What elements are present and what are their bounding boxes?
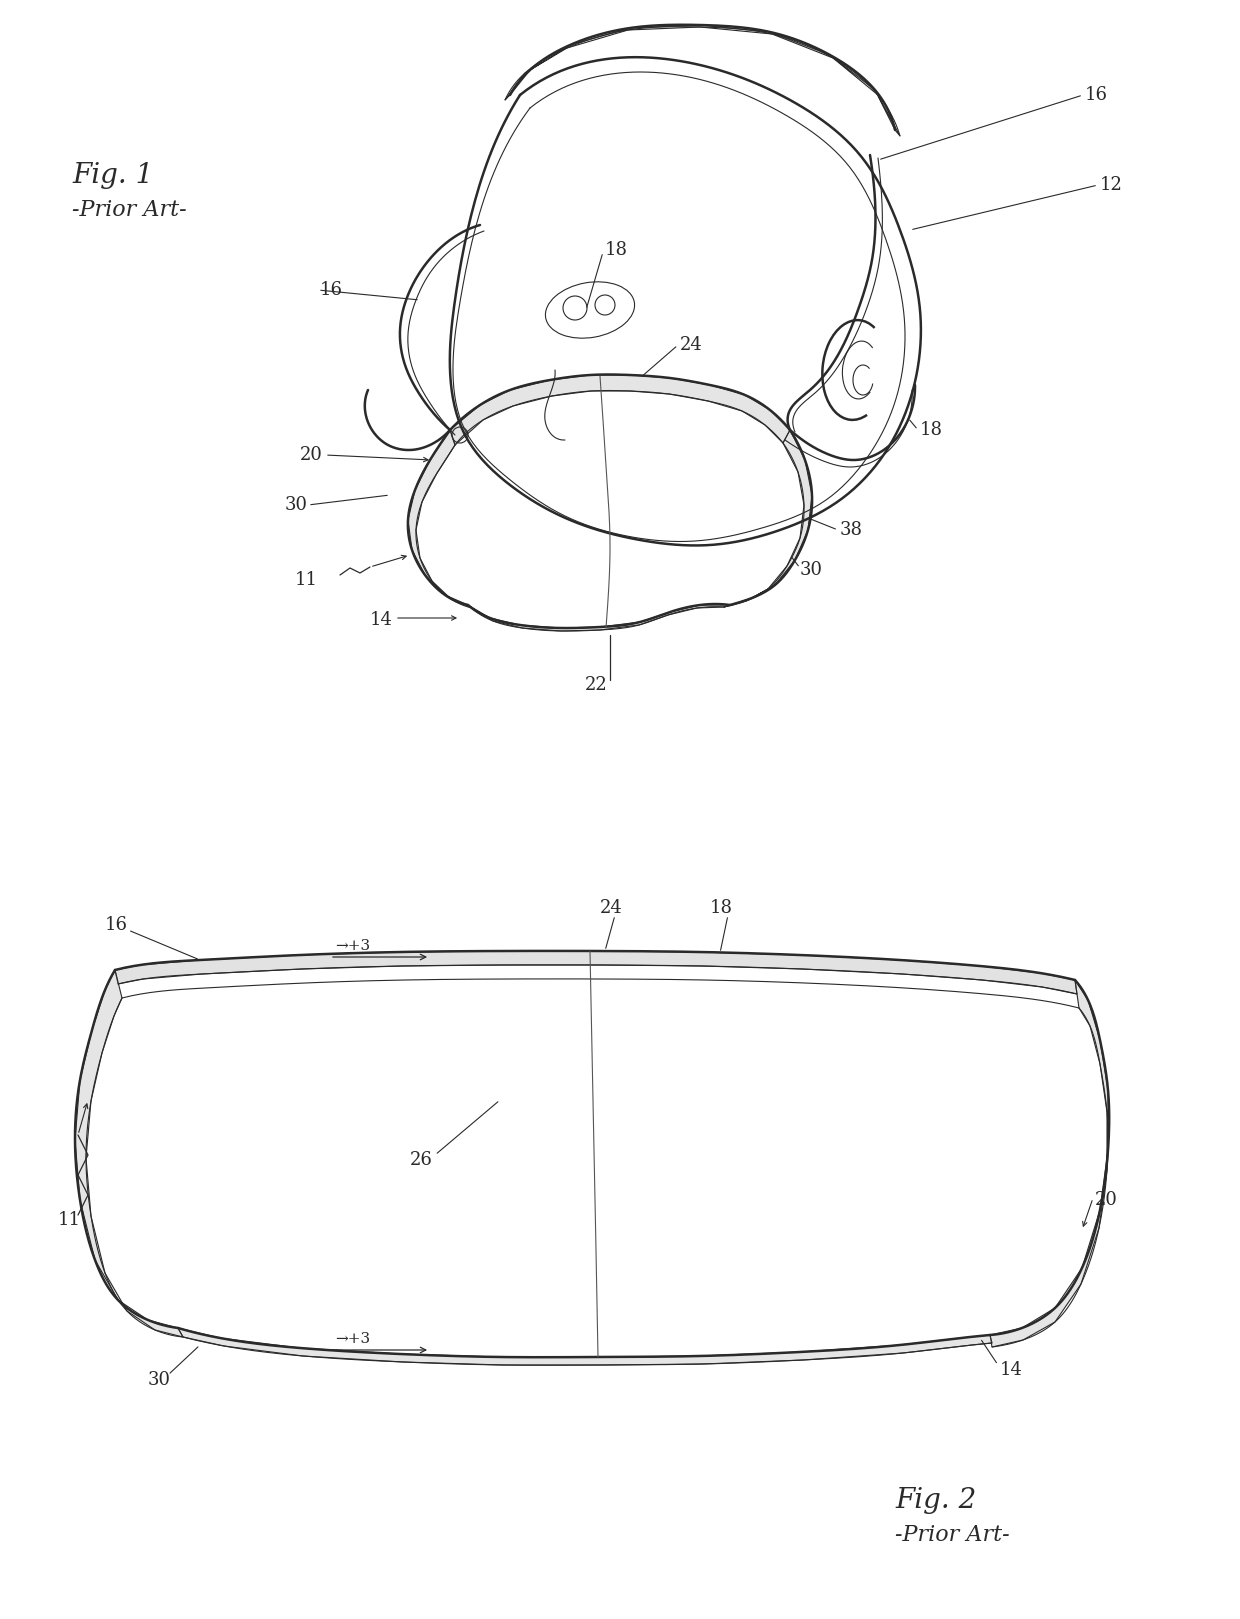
Text: -Prior Art-: -Prior Art-	[72, 199, 187, 222]
Text: 18: 18	[605, 241, 627, 259]
Text: 38: 38	[839, 521, 863, 539]
Text: 12: 12	[1100, 176, 1123, 194]
Text: -Prior Art-: -Prior Art-	[895, 1523, 1009, 1546]
Text: 11: 11	[295, 572, 317, 589]
Text: →+3: →+3	[335, 1332, 370, 1345]
Polygon shape	[505, 24, 900, 136]
Text: 26: 26	[410, 1151, 433, 1169]
Text: 16: 16	[105, 916, 128, 934]
Polygon shape	[74, 970, 184, 1337]
Text: 18: 18	[711, 899, 733, 916]
Text: Fig. 2: Fig. 2	[895, 1486, 976, 1514]
Text: 22: 22	[585, 677, 608, 695]
Text: 30: 30	[285, 495, 308, 513]
Polygon shape	[467, 606, 730, 631]
Text: 24: 24	[680, 337, 703, 355]
Polygon shape	[450, 376, 790, 445]
Polygon shape	[115, 950, 1078, 994]
Text: 30: 30	[800, 562, 823, 580]
Text: 20: 20	[1095, 1192, 1118, 1209]
Polygon shape	[990, 979, 1109, 1347]
Text: Fig. 1: Fig. 1	[72, 162, 154, 188]
Text: 18: 18	[920, 421, 942, 439]
Polygon shape	[724, 431, 812, 607]
Text: 20: 20	[300, 445, 322, 465]
Text: 24: 24	[600, 899, 622, 916]
Text: →+3: →+3	[335, 939, 370, 954]
Polygon shape	[179, 1328, 992, 1365]
Text: 30: 30	[148, 1371, 171, 1389]
Polygon shape	[408, 431, 472, 609]
Text: 14: 14	[999, 1362, 1023, 1379]
Text: 11: 11	[58, 1211, 81, 1229]
Text: 14: 14	[370, 610, 393, 630]
Text: 16: 16	[320, 282, 343, 300]
Text: 16: 16	[1085, 86, 1109, 104]
